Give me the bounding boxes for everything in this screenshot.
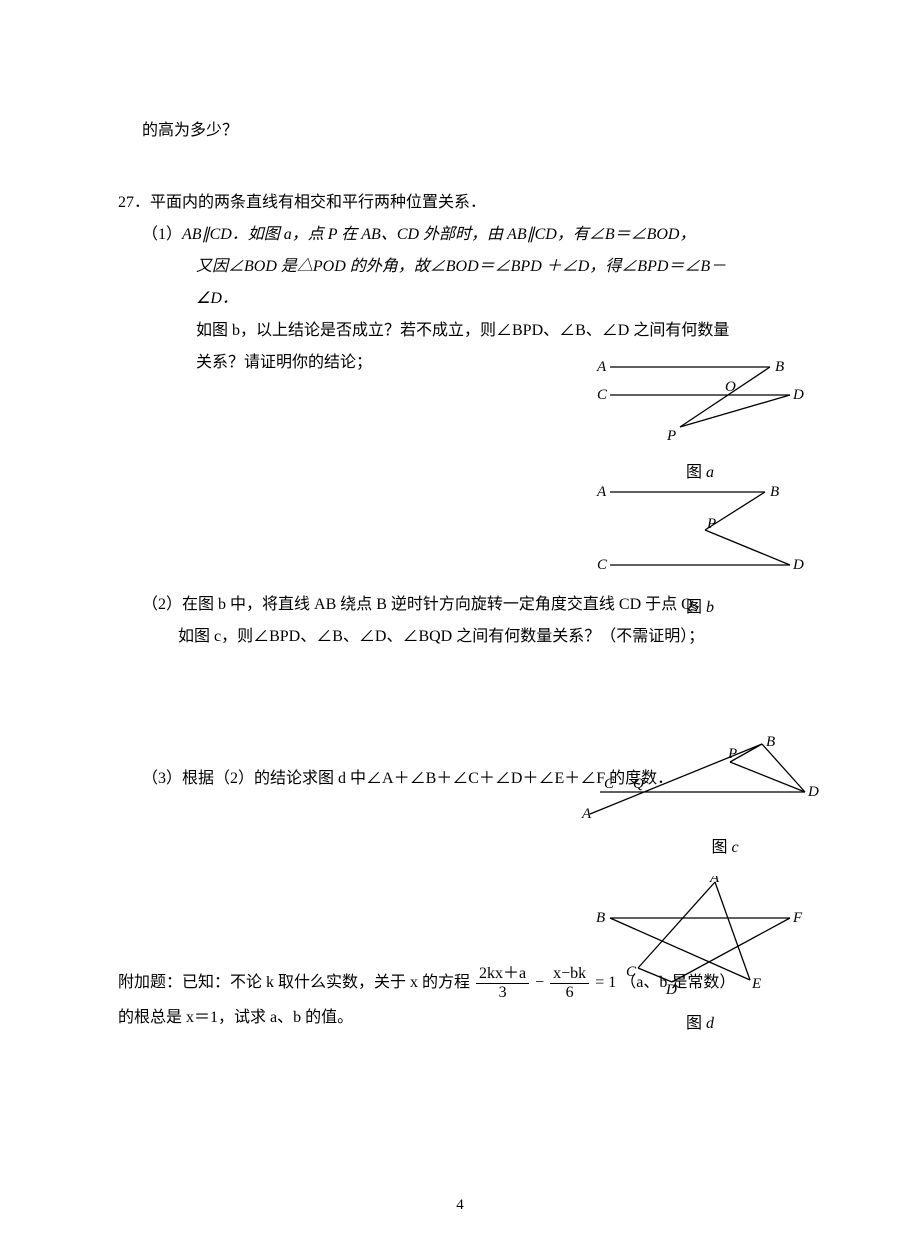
figA-label-D: D [792,387,804,403]
figD-label-F: F [792,910,803,926]
figA-label-B: B [775,359,784,375]
bonus-minus: − [535,974,548,991]
figure-d-container: A B C D E F 图 d [590,876,810,1040]
figD-label-A: A [709,876,720,886]
figA-label-A: A [596,359,607,375]
figure-b-container: A B C D P 图 b [595,480,805,624]
figC-caption: 图 c [580,832,820,864]
figB-label-C: C [597,557,608,573]
bonus-frac2: x−bk 6 [550,965,589,1001]
part1-line3: ∠D． [118,283,802,315]
figA-label-C: C [597,387,608,403]
figA-label-O: O [725,379,736,395]
figure-a-svg: A B C D O P [595,355,805,445]
part2-label: （2） [142,596,182,613]
figA-label-P: P [666,428,676,444]
figC-label-B: B [766,734,775,750]
figure-b-svg: A B C D P [595,480,805,580]
figure-c-svg: A B C D P Q [580,734,820,820]
figure-a-container: A B C D O P 图 图 aa [595,355,805,489]
part1-label: （1） [142,226,182,243]
figD-label-C: C [626,964,637,980]
figC-label-P: P [727,746,737,762]
figD-label-B: B [596,910,605,926]
part3-label: （3） [142,770,182,787]
figure-d-svg: A B C D E F [590,876,810,996]
problem-27-intro-text: 平面内的两条直线有相交和平行两种位置关系． [150,194,486,211]
bonus-prefix: 附加题：已知：不论 k 取什么实数，关于 x 的方程 [118,974,474,991]
figC-label-C: C [604,776,615,792]
part1-line1: （1）AB∥CD．如图 a，点 P 在 AB、CD 外部时，由 AB∥CD，有∠… [118,219,802,251]
figB-label-B: B [770,484,779,500]
figB-label-D: D [792,557,804,573]
figD-label-D: D [665,982,677,996]
page: 的高为多少？ 27．平面内的两条直线有相交和平行两种位置关系． （1）AB∥CD… [0,0,920,1260]
problem-27-intro: 27．平面内的两条直线有相交和平行两种位置关系． [118,187,802,219]
page-number: 4 [0,1190,920,1220]
figC-label-D: D [807,784,819,800]
part1-l1: AB∥CD．如图 a，点 P 在 AB、CD 外部时，由 AB∥CD，有∠B＝∠… [182,226,695,243]
part1-line2: 又因∠BOD 是△POD 的外角，故∠BOD＝∠BPD ＋∠D，得∠BPD＝∠B… [118,251,802,283]
problem-27-number: 27． [118,194,150,211]
figD-caption: 图 d [590,1008,810,1040]
figB-label-P: P [706,516,716,532]
figC-label-Q: Q [633,776,644,792]
part2-line2: 如图 c，则∠BPD、∠B、∠D、∠BQD 之间有何数量关系？（不需证明）； [118,621,802,653]
figD-label-E: E [751,976,761,992]
figC-label-A: A [581,806,592,820]
figure-c-container: A B C D P Q 图 c [580,734,820,864]
figB-caption: 图 b [595,592,805,624]
figB-label-A: A [596,484,607,500]
top-line: 的高为多少？ [118,115,802,147]
part1-line4a: 如图 b，以上结论是否成立？若不成立，则∠BPD、∠B、∠D 之间有何数量 [118,315,802,347]
bonus-frac1: 2kx＋a 3 [476,965,529,1001]
